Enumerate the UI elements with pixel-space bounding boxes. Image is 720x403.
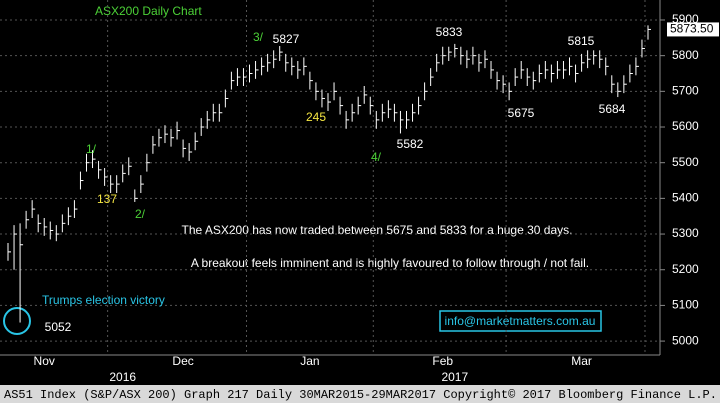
last-price-box (667, 22, 719, 37)
y-tick-label: 5600 (672, 119, 699, 133)
x-tick-label: Nov (34, 354, 55, 368)
annotation: 5815 (568, 34, 595, 48)
x-tick-label: Mar (571, 354, 592, 368)
y-tick-label: 5500 (672, 155, 699, 169)
year-label: 2016 (109, 370, 136, 384)
x-tick-label: Dec (172, 354, 193, 368)
y-tick-label: 5000 (672, 333, 699, 347)
annotation: 137 (97, 192, 117, 206)
annotation: 2/ (135, 207, 146, 221)
annotation: 5833 (436, 25, 463, 39)
y-tick-label: 5700 (672, 84, 699, 98)
y-tick-label: 5100 (672, 298, 699, 312)
y-tick-label: 5200 (672, 262, 699, 276)
footer: AS51 Index (S&P/ASX 200) Graph 217 Daily… (4, 388, 720, 402)
email-box (439, 310, 602, 332)
x-tick-label: Feb (432, 354, 453, 368)
note: A breakout feels imminent and is highly … (191, 256, 589, 270)
last-price-label: 5873.50 (670, 22, 714, 36)
y-tick-label: 5800 (672, 48, 699, 62)
annotation: 5827 (273, 32, 300, 46)
annotation: 3/ (253, 30, 264, 44)
annotation: 5675 (508, 106, 535, 120)
note: The ASX200 has now traded between 5675 a… (182, 223, 573, 237)
annotation: 4/ (371, 150, 382, 164)
y-tick-label: 5400 (672, 191, 699, 205)
highlight-circle (3, 307, 31, 335)
y-tick-label: 5300 (672, 226, 699, 240)
x-tick-label: Jan (300, 354, 319, 368)
year-label: 2017 (441, 370, 468, 384)
chart-title: ASX200 Daily Chart (95, 4, 202, 18)
annotation: Trumps election victory (42, 293, 165, 307)
annotation: 245 (306, 110, 326, 124)
annotation: 5052 (45, 320, 72, 334)
annotation: 5684 (599, 102, 626, 116)
annotation: 5582 (397, 137, 424, 151)
annotation: 1/ (86, 142, 97, 156)
footer-bar (0, 385, 720, 403)
email[interactable]: info@marketmatters.com.au (445, 314, 596, 328)
